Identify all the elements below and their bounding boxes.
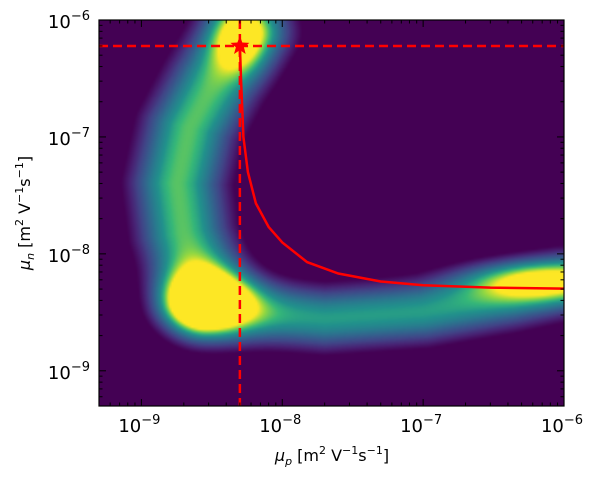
x-tick-label: 10−6 (541, 413, 583, 437)
x-tick-label-base: 10 (400, 416, 423, 437)
x-tick-label-exponent: −8 (282, 413, 301, 428)
axis-ticks (98, 19, 565, 407)
y-tick-label-exponent: −6 (71, 9, 90, 24)
x-tick-label: 10−9 (118, 413, 160, 437)
y-tick-label-exponent: −8 (71, 243, 90, 258)
red-curve (238, 45, 564, 290)
x-tick-label-exponent: −7 (423, 413, 442, 428)
x-tick-label-exponent: −9 (141, 413, 160, 428)
y-tick-label-exponent: −9 (71, 360, 90, 375)
y-tick-label: 10−9 (48, 360, 90, 384)
y-tick-label: 10−6 (48, 9, 90, 33)
plot-frame (98, 19, 565, 407)
x-tick-label-base: 10 (118, 416, 141, 437)
density-heatmap (99, 20, 564, 406)
y-tick-label: 10−8 (48, 243, 90, 267)
star-marker (230, 35, 250, 54)
x-tick-label: 10−8 (259, 413, 301, 437)
plot-area (98, 19, 565, 407)
y-tick-label: 10−7 (48, 126, 90, 150)
overlay-group (99, 20, 564, 406)
y-tick-label-base: 10 (48, 129, 71, 150)
y-axis-label: μn [m2 V−1s−1] (13, 156, 37, 271)
y-tick-label-base: 10 (48, 363, 71, 384)
x-tick-label-base: 10 (259, 416, 282, 437)
x-tick-label: 10−7 (400, 413, 442, 437)
tick-labels: 10−9 10−8 10−7 10−610−910−810−710−6 (48, 9, 583, 437)
y-tick-label-base: 10 (48, 12, 71, 33)
x-tick-label-exponent: −6 (564, 413, 583, 428)
x-tick-label-base: 10 (541, 416, 564, 437)
x-axis-label: μp [m2 V−1s−1] (274, 444, 389, 468)
y-tick-label-base: 10 (48, 246, 71, 267)
y-tick-label-exponent: −7 (71, 126, 90, 141)
